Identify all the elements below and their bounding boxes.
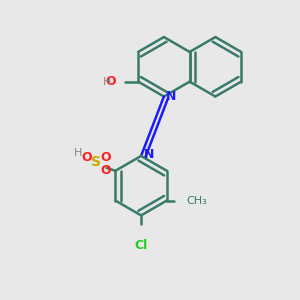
Text: S: S — [91, 155, 101, 169]
Text: O: O — [105, 75, 116, 88]
Text: N: N — [143, 148, 154, 161]
Text: O: O — [82, 151, 92, 164]
Text: CH₃: CH₃ — [186, 196, 207, 206]
Text: O: O — [100, 164, 111, 177]
Text: O: O — [100, 151, 111, 164]
Text: H: H — [103, 76, 111, 87]
Text: Cl: Cl — [134, 239, 148, 252]
Text: H: H — [74, 148, 82, 158]
Text: N: N — [166, 90, 177, 103]
